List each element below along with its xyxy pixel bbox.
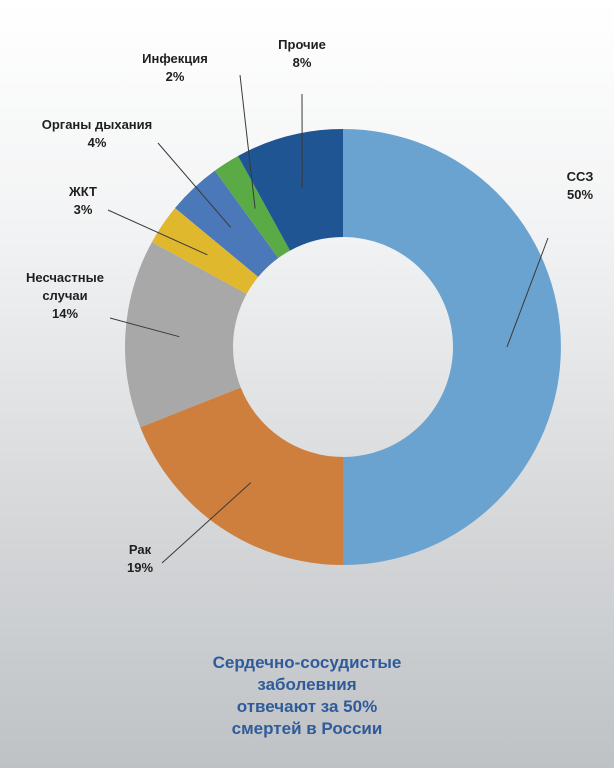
slice-3-label: Несчастные случаи 14% (26, 270, 104, 321)
slice-2 (140, 387, 343, 565)
slice-5-value: 4% (88, 135, 107, 150)
slice-3-leader-line (109, 317, 180, 338)
slice-1-name-line: ССЗ (567, 169, 594, 184)
slice-6-label: Инфекция 2% (142, 51, 208, 84)
slice-7-label: Прочие 8% (278, 37, 326, 70)
leader-lines (107, 74, 549, 564)
slice-7-value: 8% (293, 55, 312, 70)
slice-4-value: 3% (74, 202, 93, 217)
slice-labels: ССЗ 50% Рак 19% Несчастные случаи 14% ЖКТ 3% Орга… (26, 37, 593, 575)
slice-5-name-line: Органы дыхания (42, 117, 153, 132)
slice-6 (214, 155, 291, 259)
slice-3-name-line: случаи (42, 288, 87, 303)
slice-1-value: 50% (567, 187, 593, 202)
chart-caption: Сердечно-сосудистые заболевния отвечают … (0, 652, 614, 740)
slice-5-leader-line (157, 142, 232, 228)
slice-4-name-line: ЖКТ (68, 184, 97, 199)
slice-6-leader-line (239, 74, 256, 209)
caption-line-3: отвечают за 50% (236, 697, 378, 716)
slice-3-name-line: Несчастные (26, 270, 104, 285)
caption-line-1: Сердечно-сосудистые (212, 653, 402, 672)
slice-1-leader-line (506, 237, 549, 348)
caption-line-4: смертей в России (231, 719, 383, 738)
slice-7-name-line: Прочие (278, 37, 326, 52)
donut-slices (125, 129, 561, 565)
slice-4 (151, 208, 259, 295)
slice-4-label: ЖКТ 3% (68, 184, 97, 217)
slice-2-value: 19% (127, 560, 153, 575)
slice-4-leader-line (107, 209, 208, 256)
slice-6-value: 2% (166, 69, 185, 84)
slice-2-leader-line (161, 482, 252, 564)
slice-6-name-line: Инфекция (142, 51, 208, 66)
slice-1-label: ССЗ 50% (567, 169, 594, 202)
slice-3 (125, 241, 247, 428)
slice-3-value: 14% (52, 306, 78, 321)
caption-line-2: заболевния (257, 675, 357, 694)
slice-5-label: Органы дыхания 4% (42, 117, 153, 150)
slice-2-name-line: Рак (129, 542, 152, 557)
slice-2-label: Рак 19% (127, 542, 153, 575)
slice-5 (175, 170, 279, 277)
slice-7 (237, 129, 343, 251)
slice-1 (343, 129, 561, 565)
